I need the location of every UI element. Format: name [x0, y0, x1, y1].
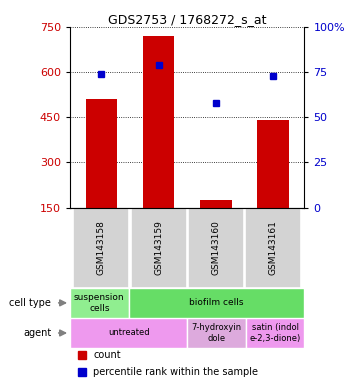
Title: GDS2753 / 1768272_s_at: GDS2753 / 1768272_s_at: [108, 13, 266, 26]
Text: GSM143159: GSM143159: [154, 220, 163, 275]
Bar: [187, 318, 246, 348]
Text: untreated: untreated: [108, 328, 149, 338]
Bar: [143, 36, 174, 207]
Text: 7-hydroxyin
dole: 7-hydroxyin dole: [191, 323, 242, 343]
Bar: [257, 120, 289, 207]
Text: count: count: [93, 350, 121, 360]
Text: GSM143161: GSM143161: [268, 220, 278, 275]
Bar: [245, 207, 301, 288]
Bar: [86, 99, 117, 207]
Text: cell type: cell type: [9, 298, 51, 308]
Text: GSM143160: GSM143160: [211, 220, 220, 275]
Text: satin (indol
e-2,3-dione): satin (indol e-2,3-dione): [250, 323, 301, 343]
Bar: [129, 288, 304, 318]
Text: percentile rank within the sample: percentile rank within the sample: [93, 367, 258, 377]
Bar: [188, 207, 244, 288]
Bar: [131, 207, 187, 288]
Bar: [70, 288, 129, 318]
Bar: [70, 318, 187, 348]
Bar: [246, 318, 304, 348]
Text: suspension
cells: suspension cells: [74, 293, 125, 313]
Text: GSM143158: GSM143158: [97, 220, 106, 275]
Text: agent: agent: [23, 328, 51, 338]
Text: biofilm cells: biofilm cells: [189, 298, 244, 307]
Bar: [200, 200, 232, 207]
Bar: [74, 207, 130, 288]
